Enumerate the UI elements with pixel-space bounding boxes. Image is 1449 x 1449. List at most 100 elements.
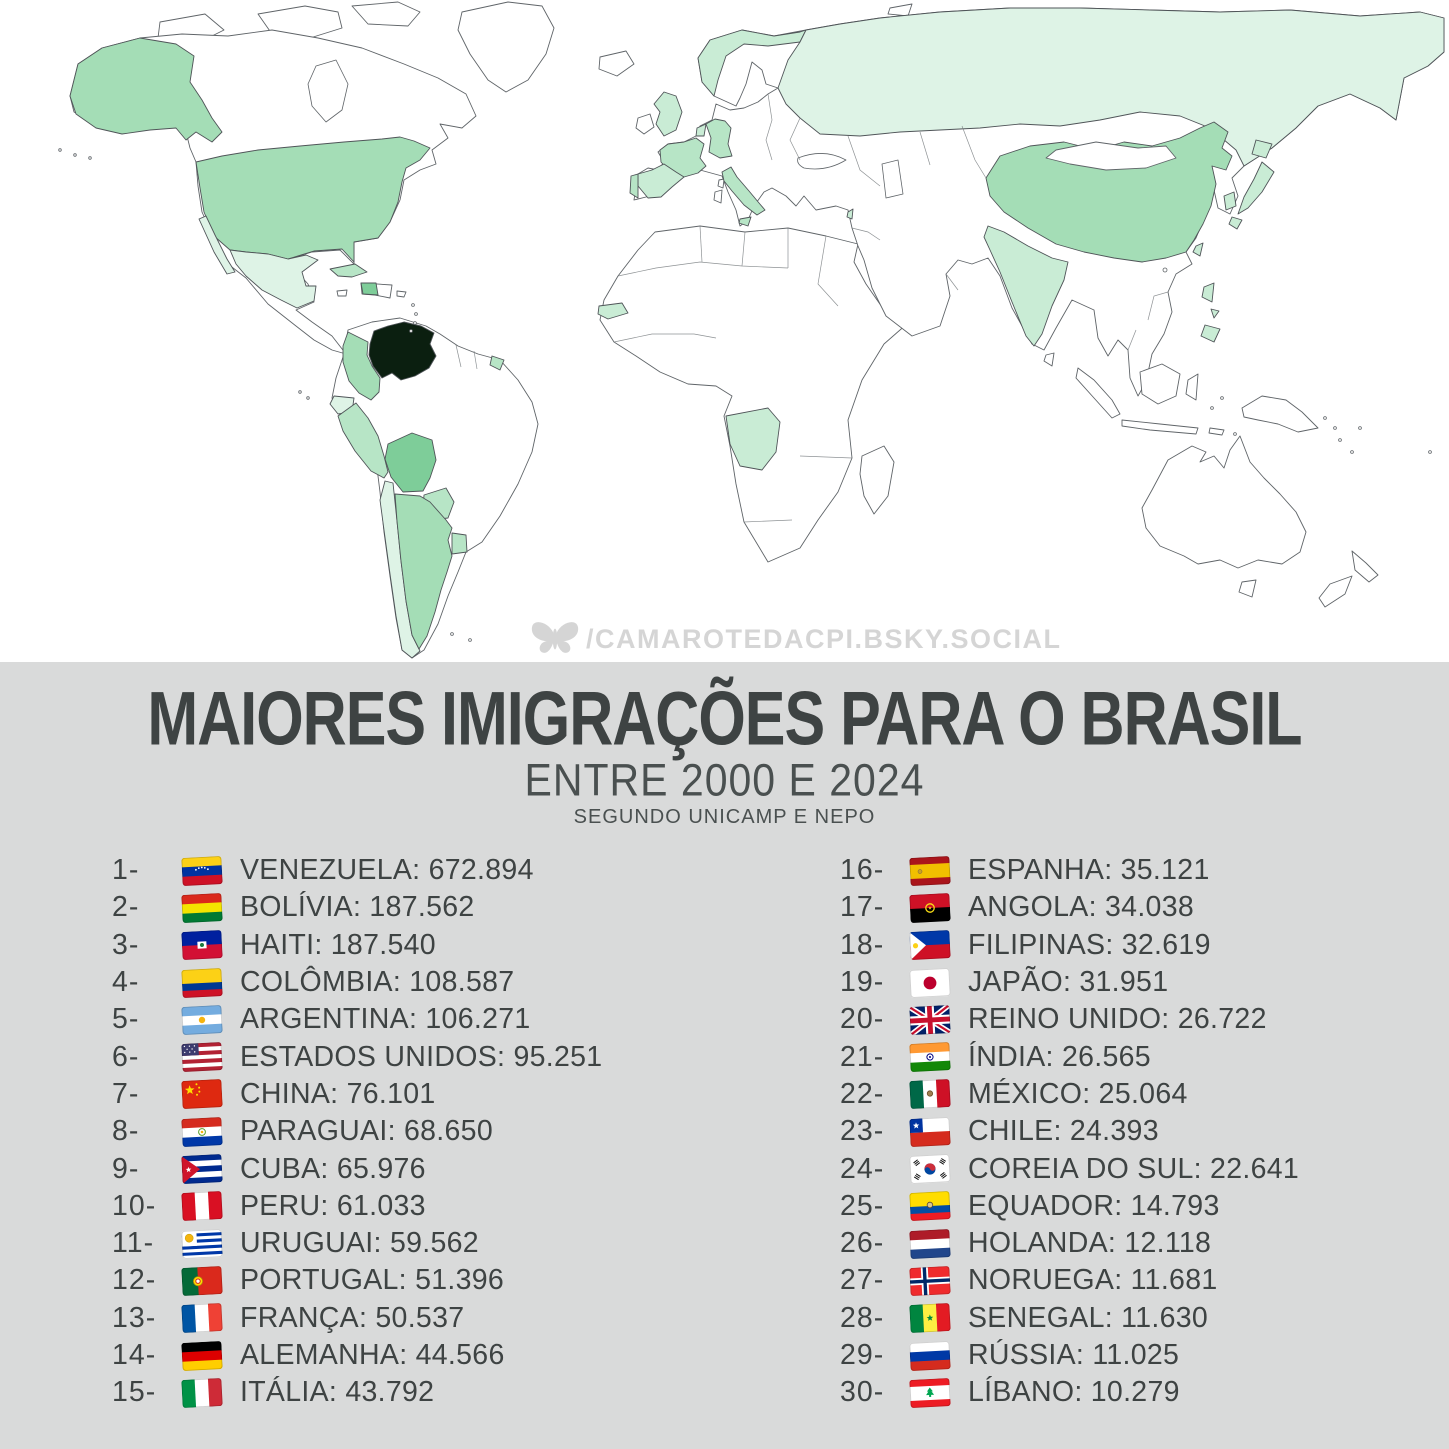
rank-label: 7-: [112, 1077, 140, 1110]
watermark-handle: /CAMAROTEDACPI.BSKY.SOCIAL: [586, 623, 1062, 654]
flag-equador-icon: [909, 1191, 968, 1222]
rank-label: 20-: [840, 1003, 885, 1036]
rank-label: 9-: [112, 1152, 140, 1185]
country-alaska: [69, 37, 223, 143]
country-entry: CHILE: 24.393: [968, 1115, 1159, 1148]
country-entry: MÉXICO: 25.064: [968, 1077, 1188, 1110]
country-south-korea: [1223, 191, 1237, 211]
rank-label: 15-: [112, 1376, 157, 1409]
country-entry: ARGENTINA: 106.271: [240, 1003, 531, 1036]
flag-espanha-icon: [909, 855, 968, 886]
flag-china-icon: [181, 1079, 240, 1110]
country-entry: HOLANDA: 12.118: [968, 1227, 1212, 1260]
country-entry: PARAGUAI: 68.650: [240, 1115, 493, 1148]
flag-portugal-icon: [181, 1265, 240, 1296]
country-italy: [721, 166, 766, 216]
country-entry: COLÔMBIA: 108.587: [240, 966, 515, 999]
country-entry: FRANÇA: 50.537: [240, 1301, 465, 1334]
flag-angola-icon: [909, 892, 968, 923]
flag-uruguai-icon: [181, 1228, 240, 1259]
country-entry: COREIA DO SUL: 22.641: [968, 1152, 1300, 1185]
ranking-row: 12- PORTUGAL: 51.396: [112, 1262, 732, 1299]
rank-label: 25-: [840, 1189, 885, 1222]
country-cuba: [329, 263, 368, 278]
flag-russia-icon: [909, 1340, 968, 1371]
ranking-row: 20- REINO UNIDO: 26.722: [840, 1001, 1385, 1038]
country-venezuela: [368, 321, 437, 381]
country-entry: ÍNDIA: 26.565: [968, 1040, 1151, 1073]
ranking-row: 3- HAITI: 187.540: [112, 927, 732, 964]
country-india: [983, 225, 1069, 347]
rank-label: 13-: [112, 1301, 157, 1334]
rank-label: 21-: [840, 1040, 885, 1073]
flag-mexico-icon: [909, 1079, 968, 1110]
flag-holanda-icon: [909, 1228, 968, 1259]
ranking-row: 27- NORUEGA: 11.681: [840, 1262, 1385, 1299]
ranking-row: 29- RÚSSIA: 11.025: [840, 1337, 1385, 1374]
ranking-row: 14- ALEMANHA: 44.566: [112, 1337, 732, 1374]
country-philippines: [1201, 282, 1215, 303]
rank-label: 3-: [112, 928, 140, 961]
ranking-row: 15- ITÁLIA: 43.792: [112, 1374, 732, 1411]
rank-label: 4-: [112, 966, 140, 999]
rank-label: 26-: [840, 1227, 885, 1260]
flag-reino-unido-icon: [909, 1004, 968, 1035]
country-entry: PERU: 61.033: [240, 1189, 426, 1222]
country-entry: LÍBANO: 10.279: [968, 1376, 1180, 1409]
country-uk: [653, 91, 683, 137]
flag-venezuela-icon: [181, 855, 240, 886]
ranking-row: 8- PARAGUAI: 68.650: [112, 1113, 732, 1150]
ranking-row: 16- ESPANHA: 35.121: [840, 852, 1385, 889]
ranking-row: 13- FRANÇA: 50.537: [112, 1300, 732, 1337]
rank-label: 17-: [840, 891, 885, 924]
flag-argentina-icon: [181, 1004, 240, 1035]
flag-chile-icon: [909, 1116, 968, 1147]
ranking-row: 4- COLÔMBIA: 108.587: [112, 964, 732, 1001]
ranking-row: 17- ANGOLA: 34.038: [840, 889, 1385, 926]
ranking-row: 2- BOLÍVIA: 187.562: [112, 889, 732, 926]
flag-estados-unidos-icon: [181, 1042, 240, 1073]
country-entry: URUGUAI: 59.562: [240, 1227, 479, 1260]
flag-bolivia-icon: [181, 892, 240, 923]
country-mexico: [229, 249, 319, 309]
country-entry: ALEMANHA: 44.566: [240, 1339, 505, 1371]
mongolia: [1045, 141, 1177, 171]
rank-label: 30-: [840, 1376, 885, 1409]
sumatra: [1075, 367, 1121, 419]
rank-label: 18-: [840, 928, 885, 961]
bluesky-butterfly-icon: [531, 622, 579, 653]
rank-label: 1-: [112, 854, 140, 887]
country-entry: CHINA: 76.101: [240, 1077, 436, 1110]
world-map-svg: [58, 1, 1445, 659]
ireland: [635, 113, 655, 135]
flag-noruega-icon: [909, 1265, 968, 1296]
country-germany: [705, 118, 733, 159]
rank-label: 8-: [112, 1115, 140, 1148]
flag-haiti-icon: [181, 930, 240, 961]
ranking-row: 21- ÍNDIA: 26.565: [840, 1038, 1385, 1075]
country-haiti: [360, 282, 379, 296]
flag-india-icon: [909, 1042, 968, 1073]
rank-label: 12-: [112, 1264, 157, 1297]
country-netherlands: [695, 123, 707, 137]
country-senegal: [597, 302, 629, 320]
ranking-column-left: 1- VENEZUELA: 672.894 2- BOLÍVIA: 187.562 3-…: [112, 852, 732, 1411]
rank-label: 24-: [840, 1152, 885, 1185]
country-entry: ESTADOS UNIDOS: 95.251: [240, 1040, 603, 1073]
country-entry: RÚSSIA: 11.025: [968, 1339, 1180, 1371]
page-subtitle: ENTRE 2000 E 2024: [524, 754, 925, 806]
ranking-row: 30- LÍBANO: 10.279: [840, 1374, 1385, 1411]
rank-label: 22-: [840, 1077, 885, 1110]
country-entry: REINO UNIDO: 26.722: [968, 1003, 1267, 1036]
country-borders: [455, 93, 1169, 523]
madagascar: [859, 445, 895, 515]
rank-label: 2-: [112, 891, 140, 924]
ranking-row: 26- HOLANDA: 12.118: [840, 1225, 1385, 1262]
rank-label: 10-: [112, 1189, 157, 1222]
ranking-row: 10- PERU: 61.033: [112, 1188, 732, 1225]
ranking-row: 28- SENEGAL: 11.630: [840, 1300, 1385, 1337]
country-portugal: [629, 173, 639, 199]
ranking-column-right: 16- ESPANHA: 35.121 17- ANGOLA: 34.038 18- FI…: [840, 852, 1385, 1411]
world-map: [0, 0, 1449, 662]
flag-cuba-icon: [181, 1153, 240, 1185]
